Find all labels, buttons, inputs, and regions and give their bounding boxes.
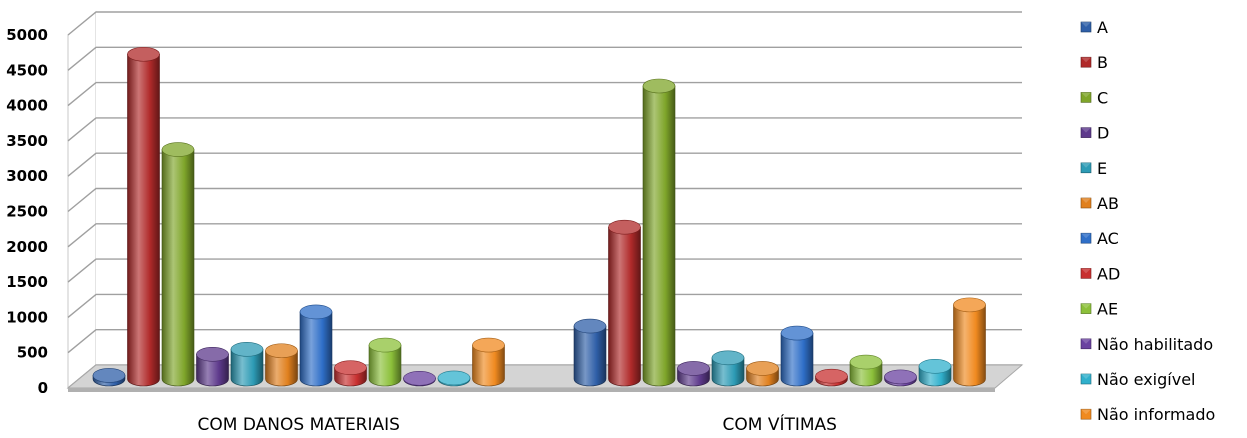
chart-walls: [67, 10, 1022, 390]
gridline: [67, 187, 1022, 213]
bar: [230, 342, 264, 387]
bar: [334, 360, 367, 387]
legend-label: E: [1097, 159, 1107, 178]
gridline: [67, 46, 1022, 71]
floor-edge: [68, 388, 995, 392]
legend-label: D: [1097, 124, 1109, 143]
bar: [953, 297, 986, 387]
legend-label: AB: [1097, 194, 1119, 213]
legend-item: E: [1080, 159, 1107, 178]
legend-label: Não informado: [1097, 405, 1215, 424]
legend-label: A: [1097, 18, 1108, 37]
gridline: [67, 293, 1022, 318]
y-tick-label: 2500: [6, 203, 48, 221]
bar: [127, 46, 160, 387]
legend-item: AD: [1080, 264, 1120, 283]
gridline: [67, 81, 1022, 107]
y-tick-label: 500: [17, 344, 48, 362]
gridline: [67, 117, 1022, 142]
gridline: [67, 329, 1022, 354]
legend-label: AE: [1097, 300, 1118, 319]
gridline: [67, 152, 1022, 177]
bar: [677, 361, 710, 387]
bar: [608, 219, 641, 387]
legend-item: C: [1080, 88, 1108, 107]
bar: [403, 370, 436, 387]
bar: [265, 343, 298, 387]
bar: [161, 142, 195, 387]
bar: [642, 78, 676, 387]
y-tick-label: 3000: [6, 167, 48, 185]
x-axis-categories: COM DANOS MATERIAIS COM VÍTIMAS: [198, 413, 837, 435]
bar: [92, 368, 126, 387]
legend-item: AE: [1080, 300, 1118, 319]
legend-label: C: [1097, 88, 1108, 107]
legend-item: AC: [1080, 229, 1119, 248]
y-tick-label: 4000: [6, 97, 48, 115]
bar: [780, 325, 814, 387]
y-tick-label: 2000: [6, 238, 48, 256]
category-label: COM VÍTIMAS: [723, 413, 837, 435]
category-label: COM DANOS MATERIAIS: [198, 415, 400, 435]
y-tick-label: 0: [38, 379, 48, 397]
bar: [196, 346, 229, 387]
legend-label: AC: [1097, 229, 1119, 248]
legend-item: Não informado: [1080, 405, 1215, 424]
bars: [92, 46, 986, 387]
legend-item: Não habilitado: [1080, 335, 1213, 354]
bar: [815, 368, 848, 387]
bar: [746, 361, 779, 387]
bar: [437, 370, 471, 387]
legend-item: D: [1080, 124, 1109, 143]
bar: [918, 358, 952, 387]
legend-label: B: [1097, 53, 1108, 72]
bar: [711, 350, 745, 387]
legend-label: Não exigível: [1097, 370, 1195, 389]
bar: [573, 318, 607, 387]
bar: [849, 354, 883, 387]
bar: [299, 304, 333, 387]
y-tick-label: 3500: [6, 132, 48, 150]
bar: [472, 337, 505, 387]
gridline: [67, 11, 1022, 36]
legend-item: B: [1080, 53, 1108, 72]
y-tick-label: 1000: [6, 308, 48, 326]
y-tick-label: 4500: [6, 61, 48, 79]
gridlines: [67, 11, 1022, 389]
legend-item: AB: [1080, 194, 1119, 213]
legend-item: A: [1080, 18, 1108, 37]
gridline: [67, 258, 1022, 283]
legend-label: Não habilitado: [1097, 335, 1213, 354]
bar: [884, 369, 917, 387]
legend-label: AD: [1097, 264, 1120, 283]
y-tick-label: 1500: [6, 273, 48, 291]
y-tick-label: 5000: [6, 26, 48, 44]
bar: [368, 337, 402, 387]
y-axis-ticks: 0 500 1000 1500 2000 2500 3000 3500 4000 4500 5000: [6, 26, 48, 397]
gridline: [67, 223, 1022, 248]
legend-item: Não exigível: [1080, 370, 1195, 389]
